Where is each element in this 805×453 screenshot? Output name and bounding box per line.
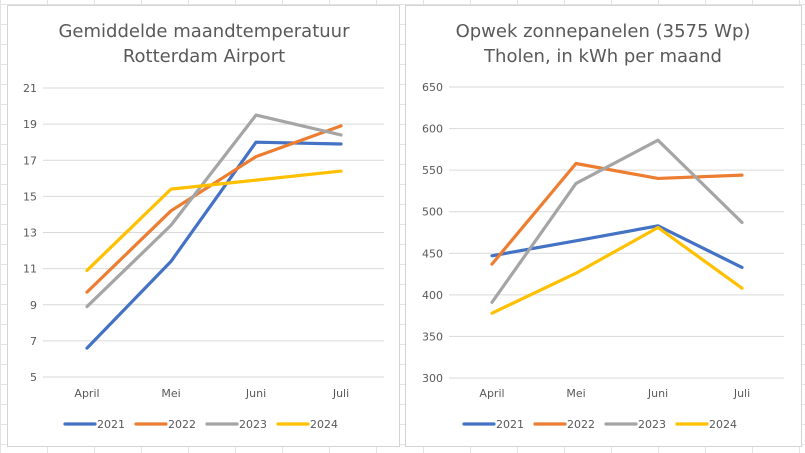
- y-tick-label: 650: [422, 81, 443, 94]
- y-tick-label: 350: [422, 330, 443, 343]
- y-tick-label: 600: [422, 123, 443, 136]
- x-tick-label: Mei: [566, 387, 585, 400]
- x-tick-label: Mei: [161, 387, 180, 400]
- legend-label: 2023: [638, 418, 666, 431]
- chart-temperature-svg: Gemiddelde maandtemperatuur Rotterdam Ai…: [23, 21, 384, 431]
- y-tick-label: 450: [422, 247, 443, 260]
- x-tick-label: Juni: [245, 387, 266, 400]
- series-line-2022: [490, 161, 744, 266]
- legend-label: 2021: [97, 418, 125, 431]
- series-line-2024: [85, 169, 343, 273]
- legend-label: 2021: [496, 418, 524, 431]
- y-tick-label: 21: [23, 82, 37, 95]
- chart-title-line-2: Rotterdam Airport: [123, 46, 285, 67]
- x-tick-label: April: [74, 387, 99, 400]
- y-tick-label: 19: [23, 118, 37, 131]
- chart-title-line-1: Opwek zonnepanelen (3575 Wp): [456, 21, 751, 42]
- chart-solar-output[interactable]: Opwek zonnepanelen (3575 Wp) Tholen, in …: [405, 5, 802, 447]
- series-line-2023: [85, 113, 343, 309]
- x-tick-label: Juni: [647, 387, 668, 400]
- legend-label: 2022: [567, 418, 595, 431]
- y-tick-label: 5: [30, 371, 37, 384]
- chart-title-line-1: Gemiddelde maandtemperatuur: [58, 21, 350, 42]
- y-tick-label: 15: [23, 190, 37, 203]
- y-tick-label: 11: [23, 263, 37, 276]
- y-tick-label: 13: [23, 227, 37, 240]
- y-tick-label: 400: [422, 289, 443, 302]
- series-line-2024: [490, 225, 744, 315]
- y-tick-label: 7: [30, 335, 37, 348]
- chart-title-line-2: Tholen, in kWh per maand: [483, 46, 722, 67]
- x-tick-label: Juli: [733, 387, 750, 400]
- x-tick-label: April: [479, 387, 504, 400]
- series-line-2021: [85, 140, 343, 350]
- y-tick-label: 550: [422, 164, 443, 177]
- y-tick-label: 300: [422, 372, 443, 385]
- y-tick-label: 9: [30, 299, 37, 312]
- chart-temperature[interactable]: Gemiddelde maandtemperatuur Rotterdam Ai…: [7, 5, 400, 447]
- chart-solar-output-svg: Opwek zonnepanelen (3575 Wp) Tholen, in …: [422, 21, 784, 431]
- series-line-2022: [85, 124, 343, 294]
- legend-label: 2024: [709, 418, 737, 431]
- legend-label: 2024: [310, 418, 338, 431]
- series-line-2023: [490, 138, 744, 304]
- legend-label: 2023: [239, 418, 267, 431]
- legend-label: 2022: [168, 418, 196, 431]
- y-tick-label: 17: [23, 154, 37, 167]
- series-line-2021: [490, 224, 744, 270]
- x-tick-label: Juli: [332, 387, 349, 400]
- y-tick-label: 500: [422, 206, 443, 219]
